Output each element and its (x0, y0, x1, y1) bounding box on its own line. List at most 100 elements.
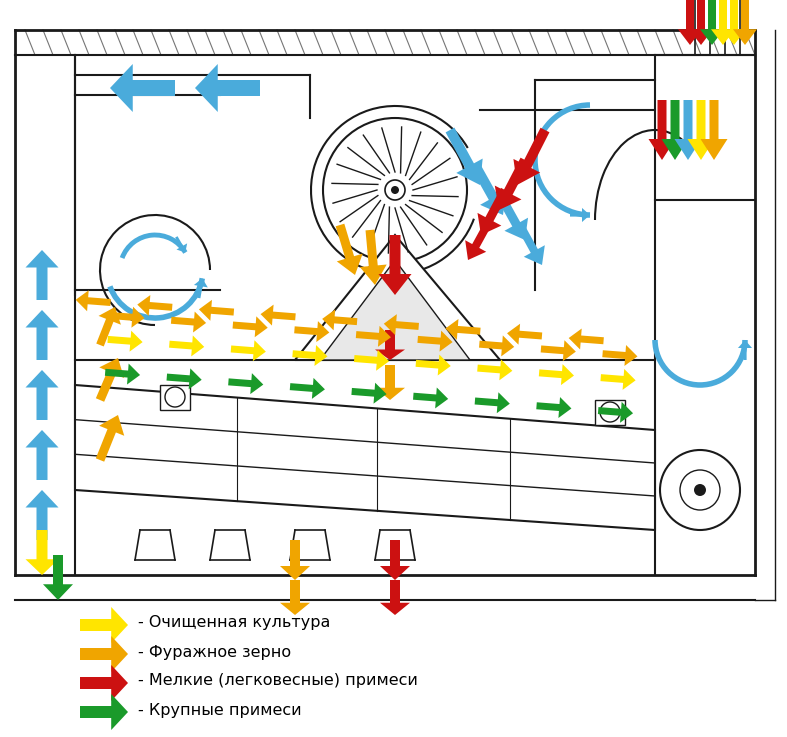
Polygon shape (290, 378, 325, 399)
Polygon shape (688, 100, 715, 160)
Polygon shape (25, 310, 58, 360)
Polygon shape (570, 208, 590, 222)
Polygon shape (495, 158, 530, 210)
Polygon shape (445, 319, 481, 340)
Polygon shape (738, 340, 752, 360)
Polygon shape (80, 607, 128, 643)
Polygon shape (167, 368, 201, 389)
Polygon shape (662, 100, 689, 160)
Circle shape (323, 118, 467, 262)
Polygon shape (228, 373, 264, 394)
Polygon shape (351, 383, 386, 404)
Polygon shape (478, 188, 509, 235)
Polygon shape (513, 128, 549, 185)
Polygon shape (108, 331, 142, 352)
Polygon shape (413, 388, 448, 408)
Polygon shape (137, 295, 172, 316)
Polygon shape (384, 314, 419, 335)
Circle shape (694, 484, 706, 496)
Text: - Фуражное зерно: - Фуражное зерно (138, 644, 291, 660)
Bar (595, 400, 625, 425)
Text: - Мелкие (легковесные) примеси: - Мелкие (легковесные) примеси (138, 674, 418, 688)
Polygon shape (380, 580, 410, 615)
Polygon shape (722, 0, 746, 45)
Polygon shape (322, 310, 357, 330)
Polygon shape (25, 430, 58, 480)
Polygon shape (80, 665, 128, 701)
Polygon shape (477, 360, 512, 380)
Polygon shape (569, 329, 604, 349)
Polygon shape (96, 358, 124, 402)
Text: - Крупные примеси: - Крупные примеси (138, 702, 301, 718)
Polygon shape (336, 224, 363, 275)
Polygon shape (25, 250, 58, 300)
Polygon shape (260, 304, 296, 326)
Polygon shape (674, 100, 701, 160)
Polygon shape (294, 321, 329, 342)
Polygon shape (194, 279, 208, 298)
Circle shape (680, 470, 720, 510)
Polygon shape (295, 235, 500, 360)
Polygon shape (380, 540, 410, 580)
Polygon shape (25, 530, 58, 575)
Polygon shape (536, 397, 571, 418)
Polygon shape (375, 330, 405, 360)
Polygon shape (539, 364, 574, 385)
Polygon shape (280, 580, 310, 615)
Circle shape (385, 180, 405, 200)
Text: - Очищенная культура: - Очищенная культура (138, 615, 331, 630)
Polygon shape (96, 307, 121, 346)
Polygon shape (602, 345, 637, 366)
Polygon shape (356, 326, 391, 347)
Bar (160, 385, 190, 410)
Polygon shape (354, 350, 389, 371)
Polygon shape (496, 193, 528, 240)
Polygon shape (232, 316, 268, 338)
Polygon shape (379, 235, 412, 295)
Polygon shape (479, 335, 514, 357)
Polygon shape (700, 0, 724, 45)
Polygon shape (375, 365, 405, 400)
Circle shape (660, 450, 740, 530)
Polygon shape (541, 340, 576, 361)
Polygon shape (171, 312, 206, 332)
Polygon shape (416, 354, 451, 376)
Polygon shape (465, 218, 493, 260)
Polygon shape (292, 345, 327, 366)
Polygon shape (96, 415, 124, 461)
Polygon shape (733, 0, 757, 45)
Polygon shape (280, 540, 310, 580)
Circle shape (391, 186, 399, 194)
Polygon shape (25, 370, 58, 420)
Polygon shape (195, 64, 260, 112)
Polygon shape (75, 385, 655, 530)
Polygon shape (360, 230, 386, 285)
Polygon shape (231, 340, 266, 361)
Polygon shape (80, 636, 128, 672)
Circle shape (165, 387, 185, 407)
Polygon shape (600, 369, 636, 390)
Polygon shape (711, 0, 735, 45)
Circle shape (600, 402, 620, 422)
Polygon shape (475, 392, 510, 413)
Polygon shape (471, 163, 506, 215)
Polygon shape (76, 290, 111, 311)
Polygon shape (700, 100, 727, 160)
Polygon shape (648, 100, 675, 160)
Polygon shape (445, 128, 482, 185)
Polygon shape (516, 223, 545, 265)
Polygon shape (110, 64, 175, 112)
Polygon shape (25, 490, 58, 540)
Polygon shape (507, 324, 542, 345)
Polygon shape (43, 555, 73, 600)
Polygon shape (320, 260, 470, 360)
Polygon shape (689, 0, 713, 45)
Polygon shape (80, 694, 128, 730)
Polygon shape (109, 307, 145, 328)
Polygon shape (678, 0, 702, 45)
Polygon shape (417, 331, 453, 352)
Polygon shape (598, 402, 633, 423)
Polygon shape (169, 335, 205, 357)
Polygon shape (199, 300, 234, 321)
Polygon shape (105, 363, 140, 385)
